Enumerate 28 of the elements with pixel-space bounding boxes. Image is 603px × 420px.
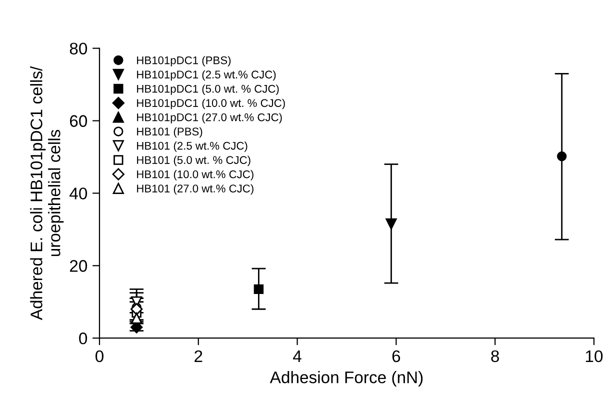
x-tick-label: 2 xyxy=(194,350,202,362)
point xyxy=(386,218,397,230)
y-tick-label: 60 xyxy=(70,115,88,127)
legend-label: HB101pDC1 (10.0 wt. % CJC) xyxy=(137,98,285,110)
y-tick-label: 80 xyxy=(70,42,88,55)
x-axis-title: Adhesion Force (nN) xyxy=(270,371,423,387)
legend-label: HB101pDC1 (PBS) xyxy=(137,56,231,66)
legend-label: HB101 (5.0 wt. % CJC) xyxy=(137,156,250,166)
y-tick-label: 40 xyxy=(70,188,88,200)
y-tick-label: 20 xyxy=(70,260,88,272)
x-tick-label: 6 xyxy=(392,350,400,362)
legend-label: HB101 (2.5 wt.% CJC) xyxy=(137,142,248,152)
y-axis-title: Adhered E. coli HB101pDC1 cells/ uroepithelial cells xyxy=(30,66,64,320)
legend-label: HB101 (10.0 wt.% CJC) xyxy=(137,170,254,180)
y-tick-label: 0 xyxy=(79,332,88,344)
x-tick-label: 8 xyxy=(491,350,499,362)
point xyxy=(130,303,143,316)
point xyxy=(254,284,264,294)
x-tick-label: 0 xyxy=(96,350,104,362)
point xyxy=(131,312,142,324)
legend-label: HB101 (27.0 wt.% CJC) xyxy=(137,184,254,195)
x-tick-label: 10 xyxy=(586,350,603,362)
x-tick-label: 4 xyxy=(293,350,302,362)
point xyxy=(556,151,567,162)
legend-label: HB101pDC1 (2.5 wt.% CJC) xyxy=(137,70,276,81)
legend-label: HB101pDC1 (27.0 wt.% CJC) xyxy=(137,113,282,124)
legend-label: HB101 (PBS) xyxy=(137,127,202,138)
legend-label: HB101pDC1 (5.0 wt. % CJC) xyxy=(137,84,279,95)
